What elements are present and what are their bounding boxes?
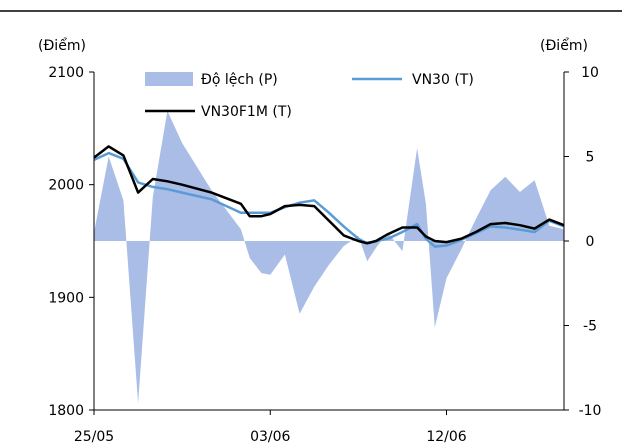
x-tick-label: 03/06 (250, 429, 290, 445)
right-axis-ticks: 10 5 0 -5 -10 (564, 65, 601, 419)
right-tick-label: 5 (586, 150, 595, 166)
left-tick-label: 2000 (48, 178, 84, 194)
x-axis-ticks: 25/05 03/06 12/06 (74, 410, 467, 445)
left-axis-unit: (Điểm) (38, 37, 86, 54)
left-tick-label: 2100 (48, 65, 84, 81)
series-deviation-area (94, 110, 564, 404)
legend-label-vn30f1m: VN30F1M (T) (201, 104, 292, 120)
deviation-area-layer (94, 110, 564, 404)
left-tick-label: 1900 (48, 290, 84, 306)
x-tick-label: 25/05 (74, 429, 114, 445)
series-vn30f1m-line (93, 145, 565, 245)
right-tick-label: -5 (583, 319, 597, 335)
x-tick-label: 12/06 (426, 429, 466, 445)
right-tick-label: 10 (581, 65, 599, 81)
legend-label-deviation: Độ lệch (P) (201, 72, 278, 88)
left-axis-ticks: 2100 2000 1900 1800 (48, 65, 94, 419)
legend-swatch-deviation (145, 72, 193, 86)
left-tick-label: 1800 (48, 403, 84, 419)
right-tick-label: 0 (586, 234, 595, 250)
right-tick-label: -10 (579, 403, 602, 419)
legend-label-vn30: VN30 (T) (412, 72, 474, 88)
legend: Độ lệch (P) VN30 (T) VN30F1M (T) (145, 72, 474, 120)
right-axis-unit: (Điểm) (540, 37, 588, 54)
series-vn30-line (93, 151, 565, 248)
index-line-layer (93, 145, 565, 248)
